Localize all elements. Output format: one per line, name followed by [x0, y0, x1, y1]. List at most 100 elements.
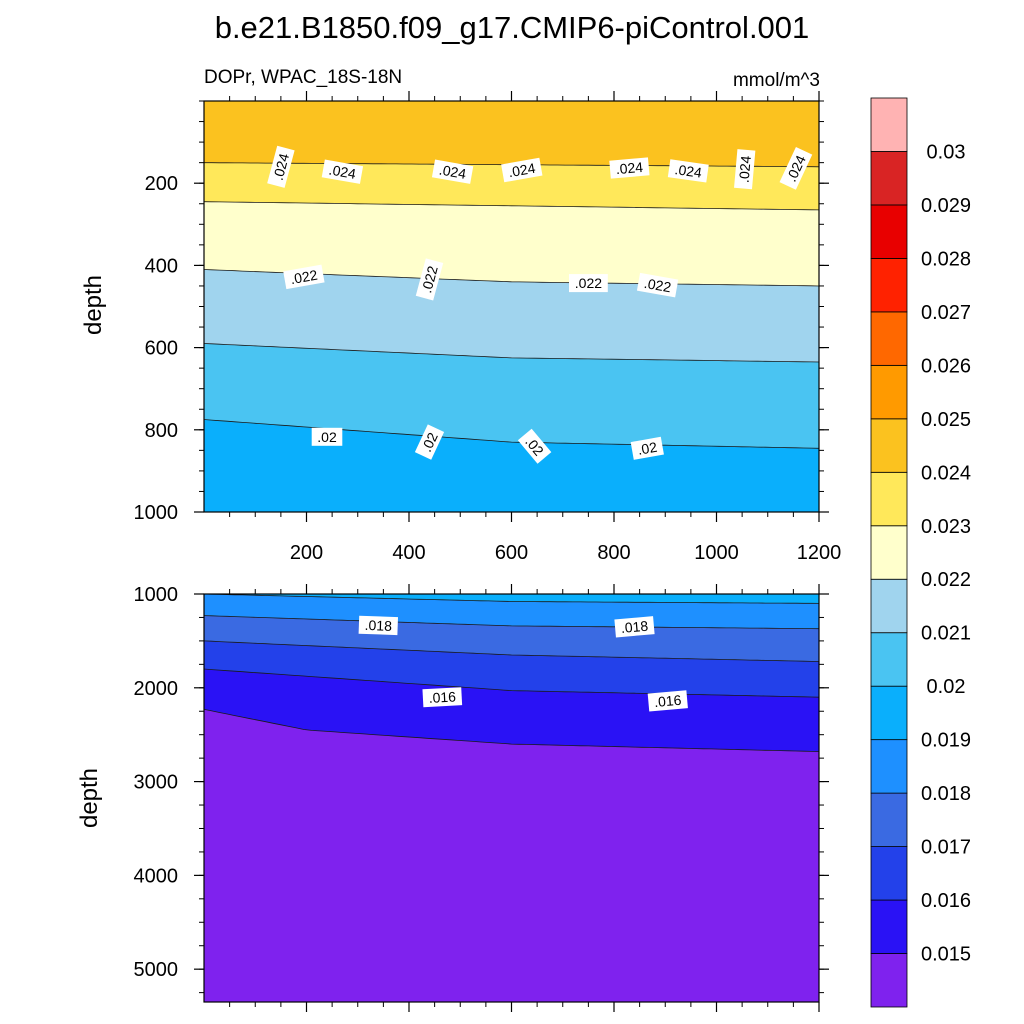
- colorbar-swatch: [870, 364, 908, 420]
- svg-text:.024: .024: [507, 160, 537, 181]
- y-tick-label: 5000: [134, 959, 179, 981]
- contour-label: .018: [358, 615, 399, 636]
- svg-text:.024: .024: [736, 155, 754, 184]
- contour-label: .022: [569, 274, 608, 293]
- x-tick-label: 400: [392, 542, 425, 564]
- colorbar-swatch: [870, 953, 908, 1008]
- contour-fill: [204, 101, 819, 167]
- svg-text:.024: .024: [438, 161, 468, 182]
- colorbar-label: 0.024: [921, 462, 971, 484]
- contour-label: .018: [614, 616, 655, 638]
- svg-text:.024: .024: [615, 159, 644, 177]
- colorbar-label: 0.029: [921, 195, 971, 217]
- svg-text:.024: .024: [328, 161, 358, 182]
- colorbar-swatch: [870, 792, 908, 847]
- colorbar-label: 0.018: [921, 783, 971, 805]
- colorbar-label: 0.025: [921, 409, 971, 431]
- svg-text:.022: .022: [575, 275, 602, 291]
- contour-label: .024: [501, 157, 543, 183]
- y-tick-label: 4000: [134, 865, 179, 887]
- svg-text:.022: .022: [289, 267, 319, 288]
- contour-label: .016: [422, 687, 463, 708]
- colorbar-swatch: [870, 151, 908, 206]
- colorbar-swatch: [870, 846, 908, 901]
- svg-text:.016: .016: [428, 688, 456, 705]
- x-tick-label: 1200: [797, 542, 842, 564]
- svg-text:.02: .02: [418, 430, 441, 455]
- x-tick-label: 600: [495, 542, 528, 564]
- y-tick-label: 200: [145, 173, 178, 195]
- contour-label: .02: [630, 436, 664, 460]
- y-tick-label: 400: [145, 255, 178, 277]
- y-tick-label: 1000: [134, 502, 179, 524]
- colorbar-label: 0.027: [921, 302, 971, 324]
- svg-text:.016: .016: [654, 692, 683, 710]
- contour-label: .022: [415, 258, 444, 301]
- contour-fill: [204, 594, 819, 604]
- colorbar-swatch: [870, 418, 908, 473]
- svg-text:.02: .02: [636, 439, 658, 458]
- colorbar-swatch: [870, 258, 908, 313]
- contour-line: [204, 615, 819, 630]
- colorbar-swatch: [870, 578, 908, 634]
- colorbar-label: 0.016: [921, 890, 971, 912]
- colorbar-swatch: [870, 311, 908, 366]
- colorbar-label: 0.015: [921, 944, 971, 966]
- y-tick-label: 1000: [134, 584, 179, 606]
- colorbar-swatch: [870, 97, 908, 152]
- svg-text:.022: .022: [643, 275, 673, 296]
- y-tick-label: 800: [145, 420, 178, 442]
- y-axis-label-lower: depth: [76, 768, 103, 828]
- plot-panels: .024.024.024.024.024.024.024.024.022.022…: [134, 91, 842, 1012]
- y-tick-label: 600: [145, 338, 178, 360]
- contour-label: .02: [414, 424, 445, 460]
- svg-text:.024: .024: [674, 161, 703, 181]
- colorbar-swatch: [870, 899, 908, 954]
- contour-label: .022: [283, 264, 325, 290]
- chart-title: b.e21.B1850.f09_g17.CMIP6-piControl.001: [215, 10, 810, 45]
- colorbar-label: 0.03: [927, 141, 966, 163]
- contour-line: [204, 709, 819, 752]
- colorbar-label: 0.022: [921, 569, 971, 591]
- colorbar-swatch: [870, 525, 908, 580]
- contour-label: .022: [636, 272, 679, 298]
- contour-label: .024: [609, 157, 650, 179]
- colorbar-label: 0.023: [921, 516, 971, 538]
- x-tick-label: 1000: [694, 542, 739, 564]
- contour-line: [204, 594, 819, 604]
- chart-units-label: mmol/m^3: [733, 70, 820, 91]
- contour-label: .02: [311, 427, 343, 446]
- contour-line: [204, 640, 819, 662]
- svg-text:.018: .018: [364, 617, 392, 634]
- colorbar-swatch: [870, 685, 908, 741]
- colorbar-swatch: [870, 739, 908, 794]
- svg-text:.024: .024: [270, 151, 293, 182]
- svg-text:.02: .02: [317, 429, 337, 445]
- panel-upper: .024.024.024.024.024.024.024.024.022.022…: [134, 91, 842, 564]
- y-axis-label-upper: depth: [80, 275, 107, 335]
- contour-label: .024: [667, 159, 709, 183]
- contour-label: .024: [734, 149, 756, 190]
- colorbar-swatch: [870, 471, 908, 527]
- svg-text:.022: .022: [418, 264, 441, 295]
- contour-line: [204, 419, 819, 449]
- chart-subtitle-left: DOPr, WPAC_18S-18N: [204, 67, 402, 88]
- contour-line: [204, 343, 819, 363]
- x-tick-label: 200: [290, 542, 323, 564]
- y-tick-label: 2000: [134, 678, 179, 700]
- svg-text:.018: .018: [620, 618, 649, 636]
- x-tick-label: 800: [597, 542, 630, 564]
- contour-label: .024: [267, 145, 295, 188]
- panel-lower: .018 .018 .016 .016 1000 2000 3000 4000 5000: [134, 584, 829, 1012]
- contour-label: .024: [431, 159, 474, 184]
- colorbar-label: 0.019: [921, 730, 971, 752]
- colorbar-label: 0.017: [921, 837, 971, 859]
- colorbar-label: 0.026: [921, 355, 971, 377]
- colorbar-swatch: [870, 632, 908, 687]
- colorbar-label: 0.02: [927, 676, 966, 698]
- y-tick-label: 3000: [134, 772, 179, 794]
- colorbar: 0.015 0.016 0.017 0.018 0.019 0.02 0.021 0.022 0…: [870, 97, 971, 1008]
- contour-line: [204, 201, 819, 211]
- colorbar-swatch: [870, 204, 908, 259]
